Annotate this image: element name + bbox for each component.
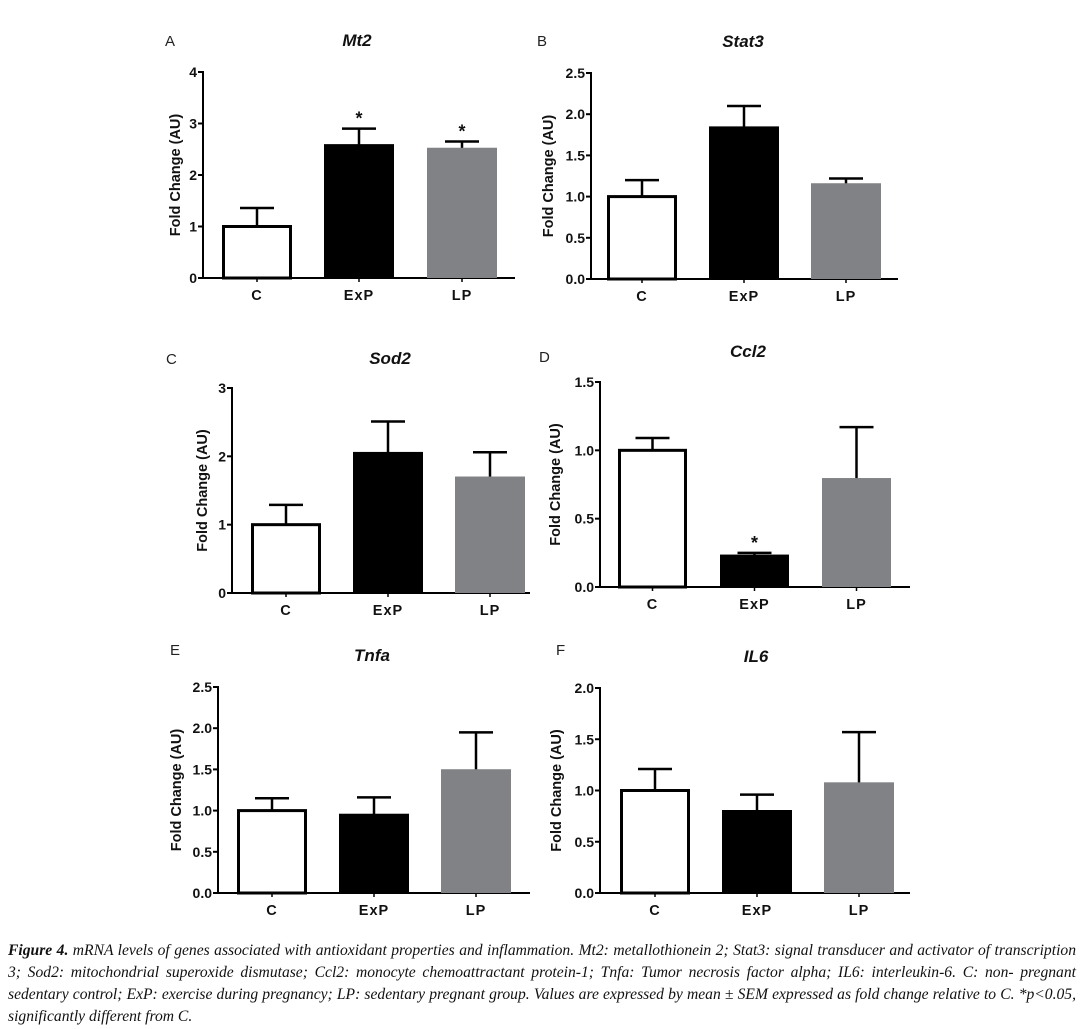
figure: A Mt2 Fold Change (AU) 0 1 2 3 4 C ExP * LP * B Stat3 F… [165,31,910,919]
y-tick-label: 2 [218,448,226,464]
x-tick-label: ExP [373,603,403,619]
bar-c [618,448,687,589]
x-tick-label: C [649,903,660,919]
y-tick-label: 2.5 [193,679,213,695]
panel-letter: C [166,351,177,368]
y-tick-label: 0.5 [575,834,595,850]
chart-title: Ccl2 [730,342,766,361]
y-tick-label: 2 [189,167,197,183]
y-axis-label: Fold Change (AU) [168,114,184,237]
y-tick-label: 0.0 [566,271,586,287]
x-tick-label: ExP [344,288,374,304]
y-tick-label: 1 [218,517,226,533]
panel-c: C Sod2 Fold Change (AU) 0 1 2 3 C ExP LP [166,349,530,619]
y-tick-label: 2.0 [193,720,213,736]
y-tick-label: 0.5 [566,230,586,246]
panel-b: B Stat3 Fold Change (AU) 0.0 0.5 1.0 1.5 2.0 2.5… [537,32,898,305]
bar-exp [720,554,789,587]
panel-e: E Tnfa Fold Change (AU) 0.0 0.5 1.0 1.5 2.0 2.5 C… [169,642,530,919]
bar-lp [824,782,894,893]
bar-lp [822,478,891,587]
y-tick-label: 1.5 [193,761,213,777]
bar-exp [709,126,779,279]
y-axis-label: Fold Change (AU) [548,423,564,546]
panel-f: F IL6 Fold Change (AU) 0.0 0.5 1.0 1.5 2.0 C ExP L… [549,642,910,919]
caption-label: Figure 4. [8,942,69,959]
y-tick-label: 0 [189,270,197,286]
x-tick-label: ExP [739,597,769,613]
bar-lp [455,476,525,593]
x-tick-label: C [280,603,291,619]
panel-letter: D [539,349,550,366]
x-tick-label: C [266,903,277,919]
bar-c [237,809,307,895]
y-axis-label: Fold Change (AU) [169,729,185,852]
x-tick-label: LP [846,597,867,613]
y-tick-label: 2.5 [566,65,586,81]
significance-marker: * [355,109,362,129]
y-tick-label: 1.0 [575,783,595,799]
panel-a: A Mt2 Fold Change (AU) 0 1 2 3 4 C ExP * LP * [165,31,515,304]
chart-title: Stat3 [722,32,764,51]
caption-text: mRNA levels of genes associated with ant… [8,942,1076,1025]
panel-d: D Ccl2 Fold Change (AU) 0.0 0.5 1.0 1.5 C ExP * LP [539,342,910,613]
bar-exp [339,813,409,893]
x-tick-label: LP [849,903,870,919]
x-tick-label: C [251,288,262,304]
bar-exp [353,451,423,593]
x-tick-label: LP [466,903,487,919]
bar-lp [427,147,497,278]
y-tick-label: 0.0 [575,885,595,901]
figure-caption: Figure 4. mRNA levels of genes associate… [8,940,1076,1028]
y-tick-label: 4 [189,64,197,80]
y-tick-label: 0.0 [575,579,595,595]
y-tick-label: 1.0 [566,189,586,205]
x-tick-label: LP [452,288,473,304]
y-axis-label: Fold Change (AU) [195,429,211,552]
y-tick-label: 1.5 [566,147,586,163]
y-tick-label: 1.5 [575,731,595,747]
x-tick-label: LP [480,603,501,619]
y-tick-label: 2.0 [575,680,595,696]
chart-title: Mt2 [342,31,372,50]
y-tick-label: 1.0 [193,803,213,819]
bar-lp [811,183,881,279]
bar-c [251,523,321,595]
x-tick-label: LP [836,289,857,305]
x-tick-label: C [647,597,658,613]
chart-title: IL6 [744,647,769,666]
y-tick-label: 0 [218,585,226,601]
y-tick-label: 1.0 [575,442,595,458]
bar-c [620,789,690,895]
panel-letter: E [170,642,180,659]
y-tick-label: 2.0 [566,106,586,122]
bar-exp [722,810,792,893]
chart-title: Tnfa [354,646,390,665]
bar-c [607,195,677,281]
x-tick-label: ExP [359,903,389,919]
bar-lp [441,769,511,893]
y-tick-label: 3 [189,116,197,132]
bar-exp [324,144,394,278]
chart-title: Sod2 [369,349,411,368]
panel-letter: F [556,642,565,659]
panel-letter: B [537,33,547,50]
bar-c [222,225,292,280]
y-tick-label: 1 [189,219,197,235]
panel-letter: A [165,33,175,50]
x-tick-label: ExP [742,903,772,919]
y-tick-label: 0.5 [575,511,595,527]
y-axis-label: Fold Change (AU) [541,115,557,238]
significance-marker: * [751,533,758,553]
x-tick-label: ExP [729,289,759,305]
y-tick-label: 1.5 [575,374,595,390]
y-axis-label: Fold Change (AU) [549,729,565,852]
x-tick-label: C [636,289,647,305]
significance-marker: * [458,122,465,142]
y-tick-label: 3 [218,380,226,396]
y-tick-label: 0.5 [193,844,213,860]
y-tick-label: 0.0 [193,885,213,901]
